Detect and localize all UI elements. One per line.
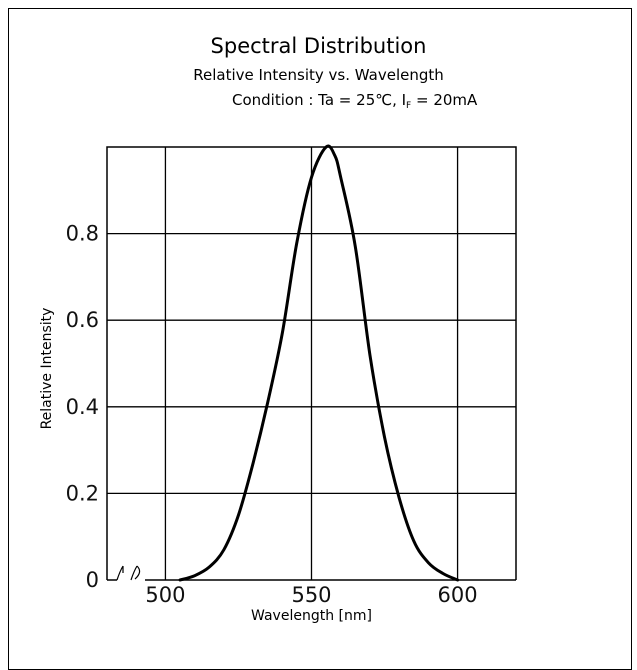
y-tick-label: 0.8 — [66, 222, 99, 246]
grid-lines — [107, 147, 516, 580]
x-tick-label: 500 — [145, 583, 185, 607]
axis-break-squiggle — [117, 566, 140, 580]
x-tick-label: 600 — [438, 583, 478, 607]
y-tick-label: 0.6 — [66, 308, 99, 332]
x-tick-label: 550 — [291, 583, 331, 607]
x-tick-labels: 500 550 600 — [145, 583, 477, 607]
y-tick-label: 0 — [86, 568, 99, 592]
y-axis-label: Relative Intensity — [39, 308, 55, 430]
y-tick-labels: 0 0.2 0.4 0.6 0.8 — [66, 222, 99, 592]
y-tick-label: 0.4 — [66, 395, 99, 419]
y-tick-label: 0.2 — [66, 481, 99, 505]
x-axis-label: Wavelength [nm] — [251, 608, 372, 624]
series-line — [180, 146, 458, 580]
axis-break-mark — [117, 566, 140, 580]
series-layer — [180, 146, 458, 580]
